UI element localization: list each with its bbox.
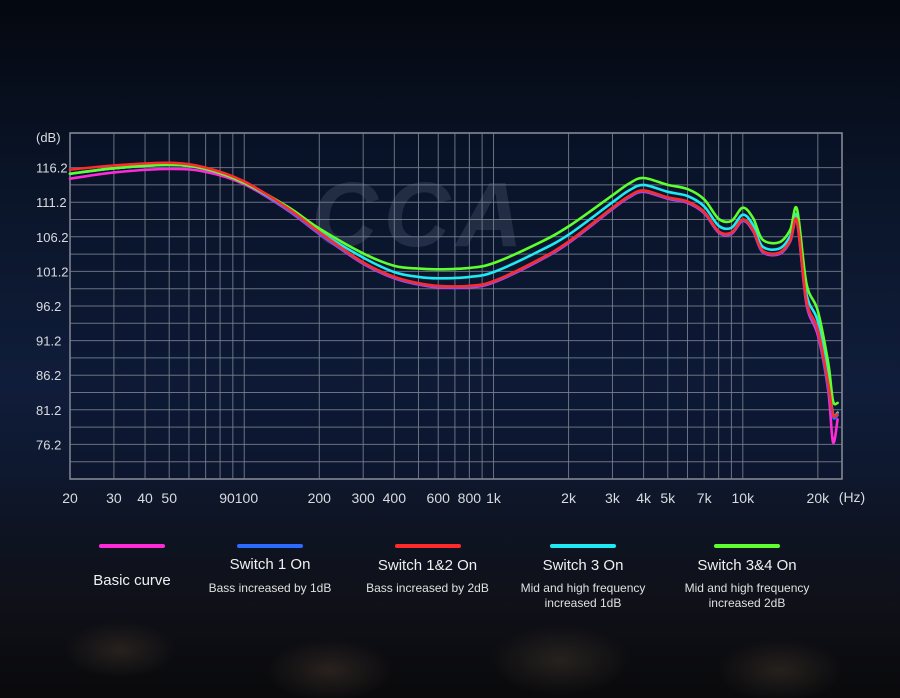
legend-item-switch-1: Switch 1 On Bass increased by 1dB xyxy=(200,544,340,596)
frequency-response-chart: CCA 116.2 111.2 106.2 101.2 96.2 91.2 86.2 81.2 7… xyxy=(36,130,865,506)
legend-item-switch-3: Switch 3 On Mid and high frequency incre… xyxy=(508,544,658,611)
x-tick-label: 90100 xyxy=(219,490,258,506)
y-tick-label: 86.2 xyxy=(36,368,61,383)
legend-swatch-basic-curve xyxy=(99,544,165,548)
x-tick-label: 40 xyxy=(137,490,153,506)
y-tick-label: 116.2 xyxy=(36,161,68,176)
legend-swatch-switch-1-2 xyxy=(394,544,461,548)
x-tick-label: 4k xyxy=(636,490,652,506)
legend-desc: Bass increased by 2dB xyxy=(366,581,489,595)
y-tick-label: 96.2 xyxy=(36,299,61,314)
series-line-switch-1-2-on xyxy=(68,161,839,418)
y-tick-label: 81.2 xyxy=(36,403,61,418)
legend-desc: Mid and high frequency increased 1dB xyxy=(520,581,646,610)
series-line-switch-3-4-on xyxy=(68,163,839,406)
x-tick-label: 10k xyxy=(732,490,756,506)
x-tick-label: 3k xyxy=(605,490,621,506)
legend-title: Switch 3&4 On xyxy=(697,557,797,574)
x-tick-label: 800 xyxy=(458,490,482,506)
chart-svg: CCA116.2111.2106.2101.296.291.286.281.27… xyxy=(36,130,865,506)
x-tick-label: 50 xyxy=(161,490,177,506)
y-tick-label: 76.2 xyxy=(36,437,61,452)
x-tick-label: 600 xyxy=(427,490,451,506)
x-tick-label: 1k xyxy=(486,490,502,506)
legend-item-switch-1-2: Switch 1&2 On Bass increased by 2dB xyxy=(355,544,500,596)
legend-swatch-switch-3 xyxy=(550,544,616,548)
legend-desc: Bass increased by 1dB xyxy=(208,581,332,595)
legend-swatch-switch-3-4 xyxy=(714,544,780,548)
y-tick-label: 111.2 xyxy=(36,195,67,210)
x-tick-label: 2k xyxy=(561,490,577,506)
legend-title: Switch 1&2 On xyxy=(377,557,478,574)
x-axis-unit: (Hz) xyxy=(839,489,865,505)
x-tick-label: 5k xyxy=(660,490,676,506)
y-tick-label: 106.2 xyxy=(36,230,69,245)
legend: Basic curve Switch 1 On Bass increased b… xyxy=(0,540,900,620)
x-tick-label: 200 xyxy=(308,490,332,506)
orchestra-background xyxy=(0,470,900,698)
x-tick-label: 20k xyxy=(807,490,831,506)
legend-title: Basic curve xyxy=(93,572,171,589)
legend-desc: Mid and high frequency increased 2dB xyxy=(684,581,810,610)
y-tick-label: 91.2 xyxy=(36,334,61,349)
legend-item-basic-curve: Basic curve xyxy=(82,544,182,590)
x-tick-label: 300 xyxy=(351,490,375,506)
legend-swatch-switch-1 xyxy=(237,544,303,548)
y-tick-label: 101.2 xyxy=(36,264,69,279)
x-tick-label: 7k xyxy=(697,490,713,506)
legend-title: Switch 1 On xyxy=(229,556,311,573)
x-tick-label: 400 xyxy=(383,490,407,506)
x-tick-label: 30 xyxy=(106,490,122,506)
legend-item-switch-3-4: Switch 3&4 On Mid and high frequency inc… xyxy=(672,544,822,611)
y-axis-unit: (dB) xyxy=(36,130,61,145)
legend-title: Switch 3 On xyxy=(542,557,624,574)
x-tick-label: 20 xyxy=(62,490,78,506)
